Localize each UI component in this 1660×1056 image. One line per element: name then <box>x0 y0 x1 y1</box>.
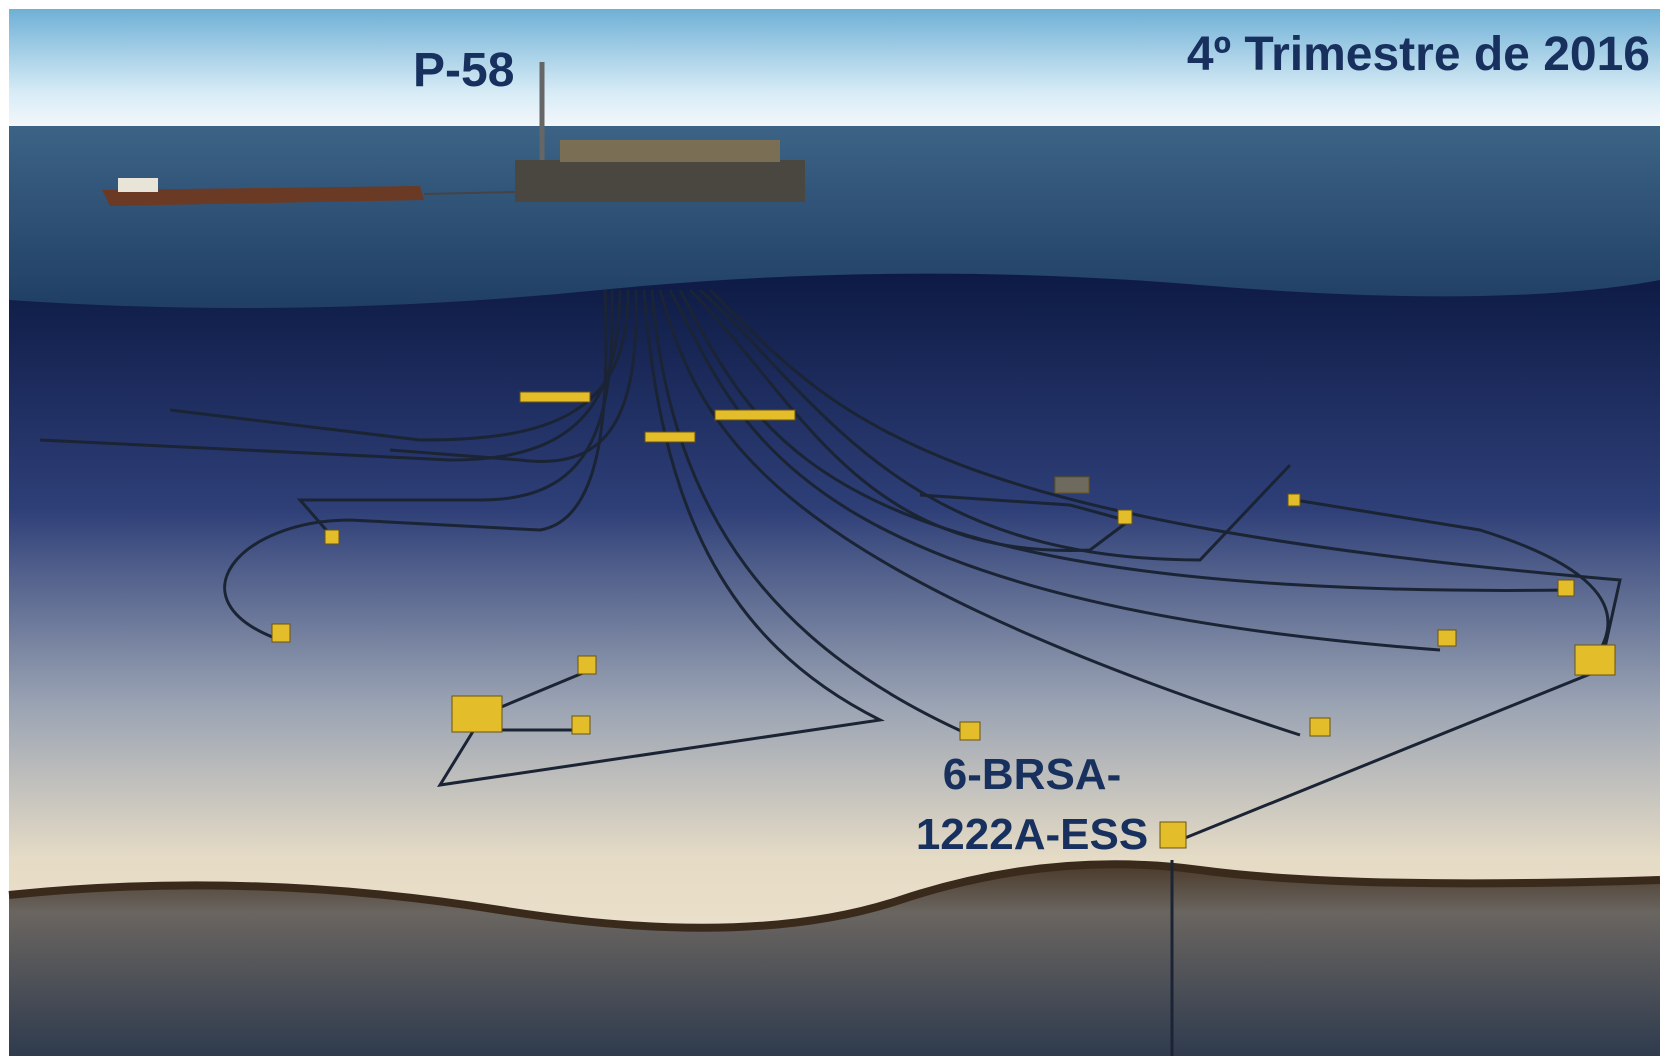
background <box>8 9 1660 1056</box>
period-title: 4º Trimestre de 2016 <box>1187 28 1650 81</box>
well-label-line: 6-BRSA- <box>943 750 1121 799</box>
platform-label: P-58 <box>413 44 514 97</box>
flowlines <box>39 288 1622 1056</box>
well-label-line: 1222A-ESS <box>916 810 1148 859</box>
subsea-equipment <box>271 391 1616 849</box>
vessels <box>102 62 805 206</box>
